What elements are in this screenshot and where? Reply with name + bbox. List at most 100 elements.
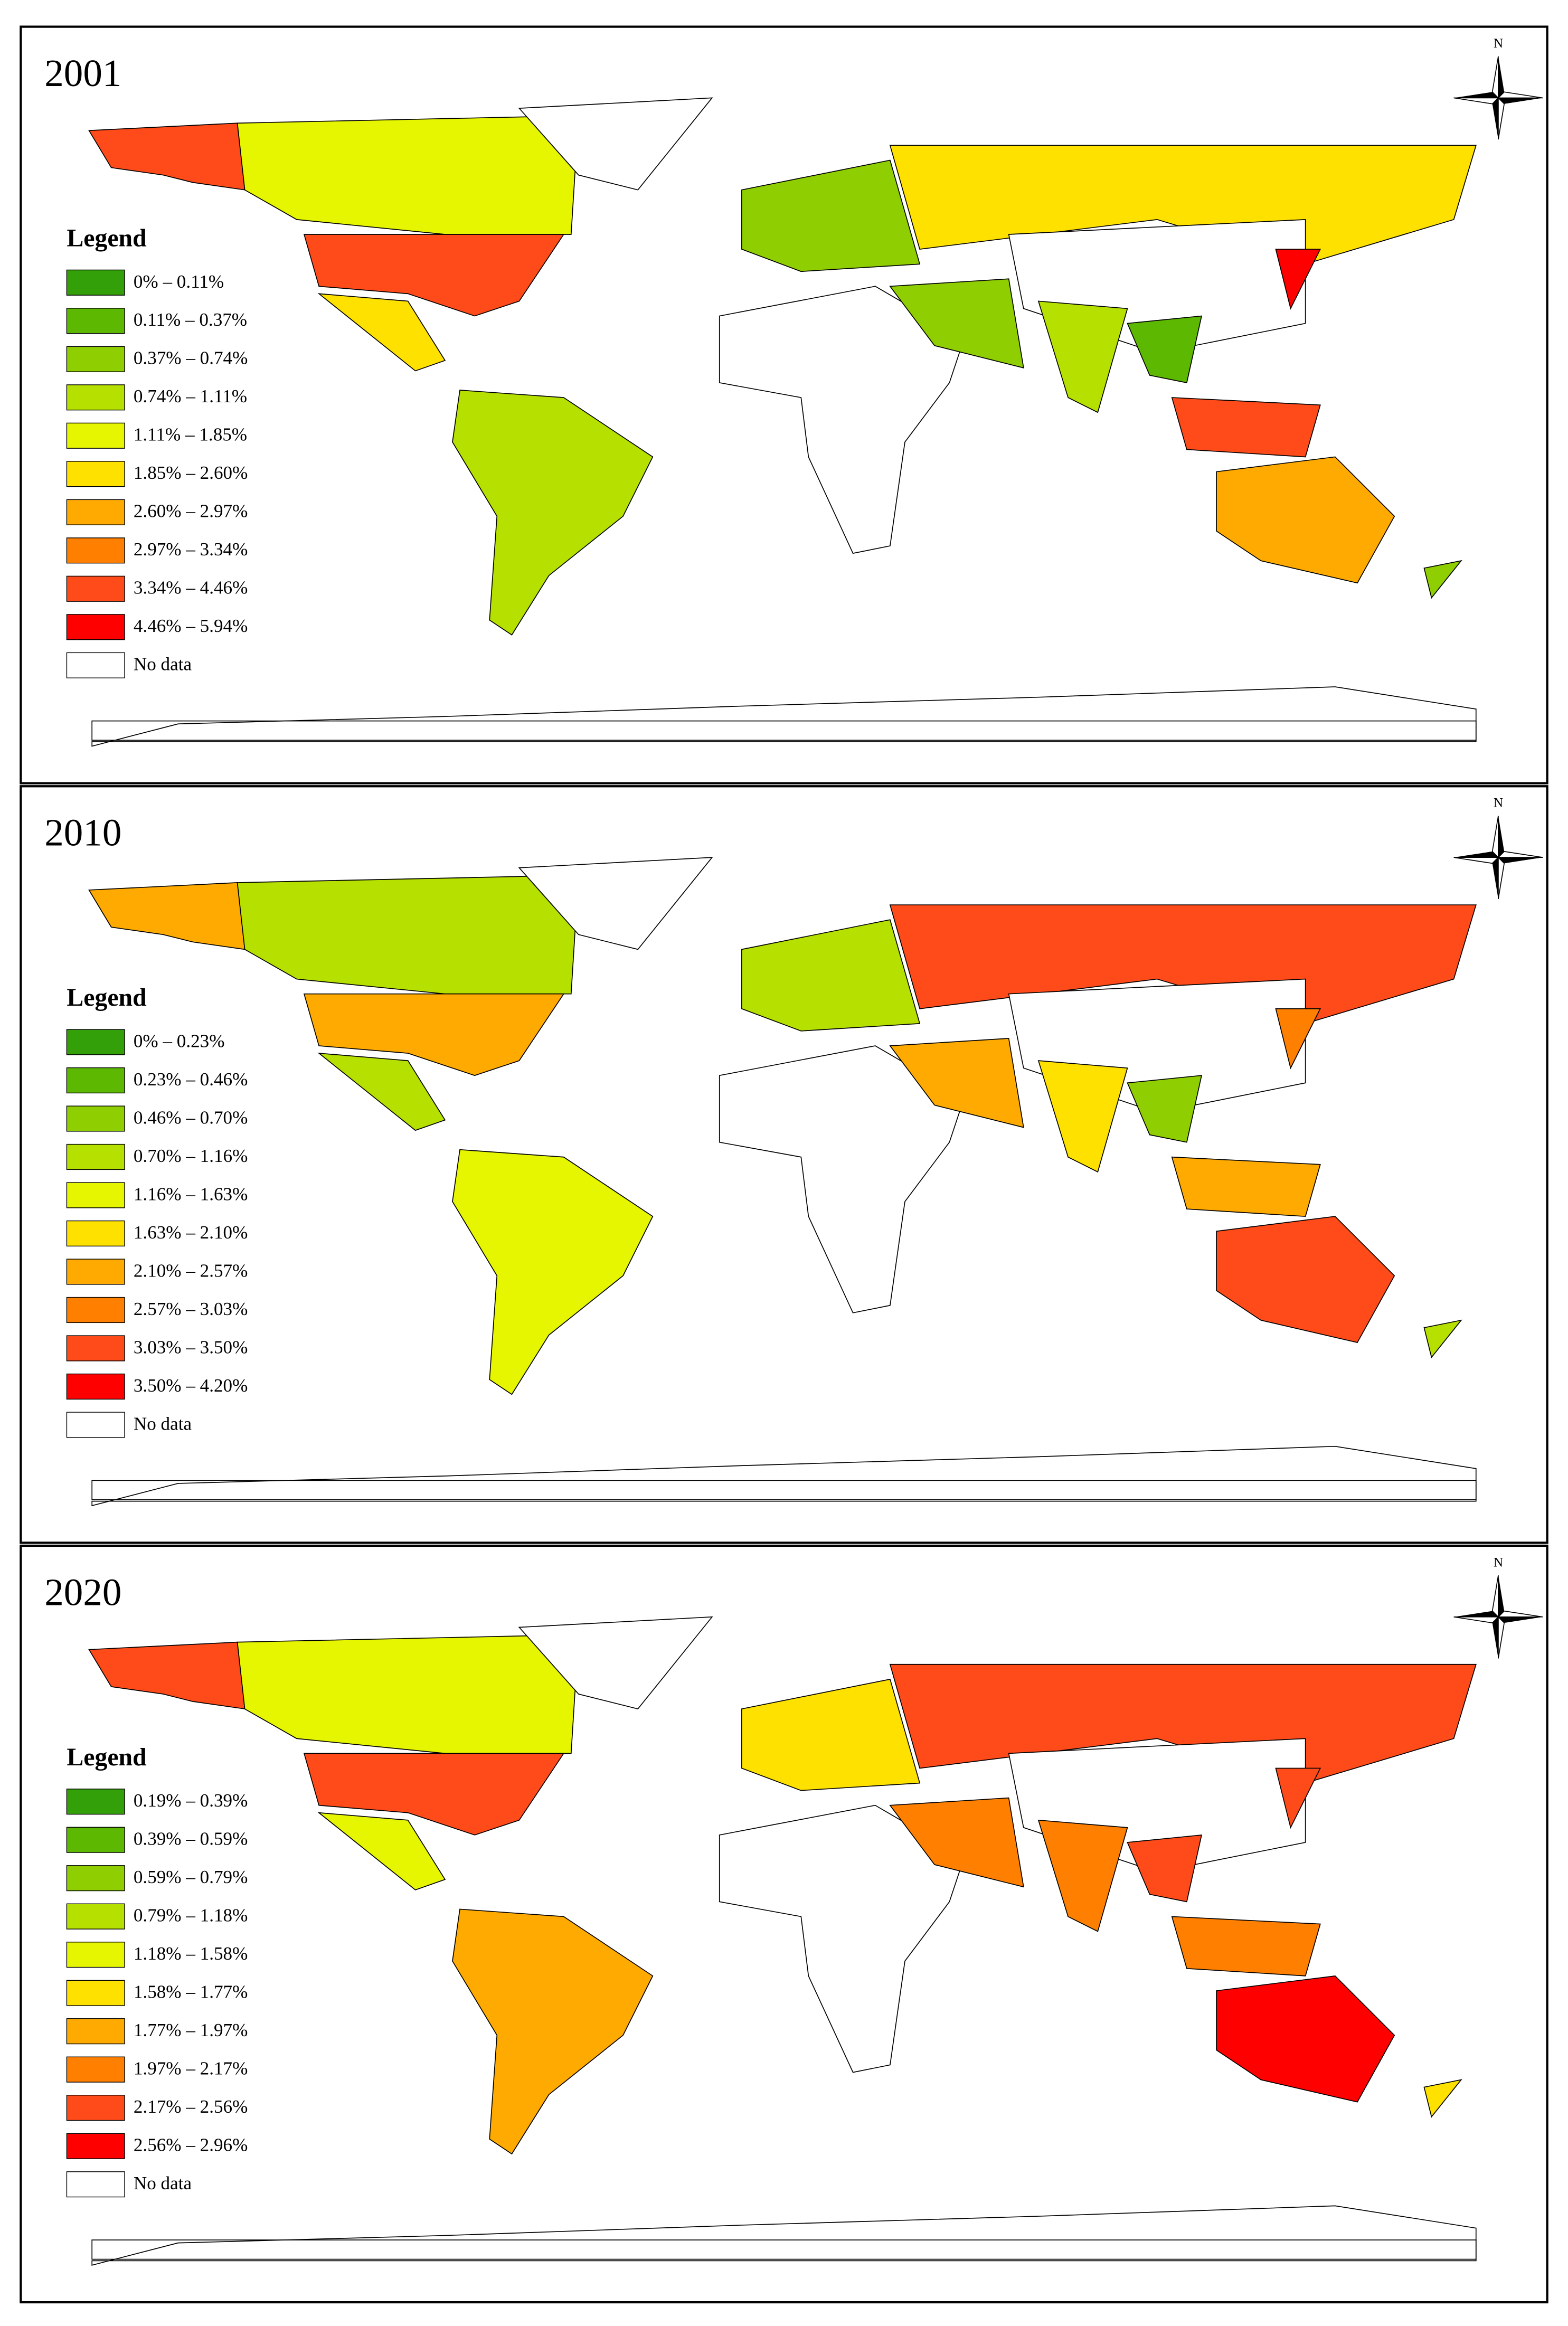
legend-swatch <box>66 1903 125 1930</box>
arrow-part <box>1498 856 1505 899</box>
country-region <box>518 97 713 191</box>
legend-label: 2.56% – 2.96% <box>134 2135 248 2155</box>
country-region <box>1127 1075 1203 1143</box>
legend-swatch <box>66 2133 125 2159</box>
legend-swatch <box>66 422 125 449</box>
legend-label: 2.57% – 3.03% <box>134 1299 248 1319</box>
legend-swatch <box>66 1980 125 2006</box>
legend-label: 0.70% – 1.16% <box>134 1146 248 1166</box>
country-region <box>1127 1834 1203 1903</box>
country-region <box>741 1678 921 1791</box>
legend-swatch <box>66 269 125 296</box>
legend-label: 0.11% – 0.37% <box>134 309 247 330</box>
legend-label: 1.18% – 1.58% <box>134 1943 248 1964</box>
legend-swatch <box>66 1297 125 1323</box>
world-map <box>88 97 1477 747</box>
legend: Legend 0% – 0.11% 0.11% – 0.37% 0.37% – 0.7… <box>66 224 248 678</box>
arrow-part <box>1498 56 1505 98</box>
arrow-part <box>1453 97 1499 105</box>
legend-swatch <box>66 1182 125 1208</box>
country-region <box>317 293 446 372</box>
legend-swatch <box>66 1942 125 1968</box>
legend-title: Legend <box>67 1743 147 1771</box>
legend-swatch <box>66 384 125 411</box>
country-region <box>518 857 713 950</box>
legend-swatch <box>66 1067 125 1094</box>
legend-label: 0.59% – 0.79% <box>134 1867 248 1887</box>
north-arrow: N <box>1453 796 1543 899</box>
map-panel: 2020 N Legend 0.19% – 0.39% 0.39% – 0.59% 0.5… <box>20 1544 1548 2304</box>
legend-label: 1.11% – 1.85% <box>134 424 247 445</box>
country-region <box>889 1797 1024 1888</box>
legend-label: No data <box>134 654 192 675</box>
legend-swatch <box>66 346 125 372</box>
north-arrow: N <box>1453 1555 1543 1659</box>
country-region <box>1171 1156 1321 1217</box>
legend-title: Legend <box>67 984 147 1011</box>
arrow-part <box>1497 851 1543 858</box>
arrow-part <box>1497 1610 1543 1618</box>
legend-swatch <box>66 1143 125 1170</box>
arrow-part <box>1492 1616 1498 1659</box>
legend-label: 0.23% – 0.46% <box>134 1069 248 1090</box>
arrow-part <box>1497 91 1543 99</box>
year-title: 2010 <box>44 811 121 854</box>
north-arrow: N <box>1453 36 1543 140</box>
legend-swatch <box>66 461 125 487</box>
country-region <box>889 278 1024 368</box>
legend-label: 1.58% – 1.77% <box>134 1982 248 2002</box>
country-region <box>1037 1060 1128 1173</box>
country-region <box>1275 1008 1321 1070</box>
arrow-part <box>1453 92 1498 98</box>
country-region <box>317 1052 446 1131</box>
legend-swatch <box>66 308 125 334</box>
legend-swatch <box>66 575 125 602</box>
legend-title: Legend <box>67 224 147 252</box>
year-title: 2001 <box>44 52 121 94</box>
legend-label: No data <box>134 2173 192 2193</box>
country-region <box>1423 1319 1462 1358</box>
country-region <box>889 1038 1024 1128</box>
arrow-part <box>1453 1616 1499 1623</box>
year-title: 2020 <box>44 1571 121 1613</box>
legend-swatch <box>66 1865 125 1892</box>
legend-label: 3.50% – 4.20% <box>134 1375 248 1396</box>
legend-label: 3.03% – 3.50% <box>134 1337 248 1357</box>
arrow-part <box>1498 97 1505 140</box>
legend-label: 2.10% – 2.57% <box>134 1260 248 1281</box>
arrow-part <box>1492 857 1498 899</box>
legend-label: 4.46% – 5.94% <box>134 616 248 636</box>
map-panel: 2001 N Legend 0% – 0.11% 0.11% – 0.37% 0.37% … <box>20 25 1548 784</box>
country-region <box>303 234 565 317</box>
legend-label: 0.19% – 0.39% <box>134 1790 248 1811</box>
legend: Legend 0% – 0.23% 0.23% – 0.46% 0.46% – 0.7… <box>66 984 248 1438</box>
arrow-part <box>1498 1616 1543 1623</box>
legend-swatch <box>66 1827 125 1853</box>
legend-swatch <box>66 1789 125 1815</box>
legend: Legend 0.19% – 0.39% 0.39% – 0.59% 0.59% – … <box>66 1743 248 2198</box>
country-region <box>317 1812 446 1890</box>
legend-swatch <box>66 2095 125 2121</box>
legend-label: 1.85% – 2.60% <box>134 462 248 483</box>
legend-swatch <box>66 1412 125 1438</box>
country-region <box>1171 397 1321 458</box>
legend-label: 0.74% – 1.11% <box>134 386 247 406</box>
country-region <box>1275 249 1321 310</box>
country-region <box>1037 1819 1128 1932</box>
arrow-part <box>1453 857 1499 864</box>
country-region <box>1216 1975 1395 2103</box>
legend-swatch <box>66 1259 125 1285</box>
country-region <box>741 919 921 1032</box>
country-region <box>741 159 921 272</box>
map-bottom-strip <box>91 1480 1477 1500</box>
legend-label: 1.77% – 1.97% <box>134 2020 248 2040</box>
legend-label: 0.39% – 0.59% <box>134 1829 248 1849</box>
legend-label: 1.97% – 2.17% <box>134 2058 248 2079</box>
legend-label: 0% – 0.11% <box>134 271 224 292</box>
country-region <box>303 993 565 1076</box>
legend-swatch <box>66 652 125 678</box>
legend-swatch <box>66 1335 125 1361</box>
arrow-part <box>1498 1615 1505 1659</box>
